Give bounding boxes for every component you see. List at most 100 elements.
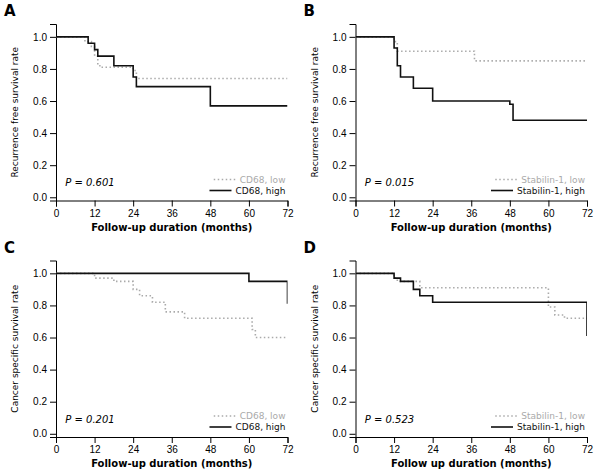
legend-swatch: [214, 415, 236, 417]
x-tick: 36: [167, 201, 179, 219]
y-tick: 0.2: [33, 396, 56, 407]
y-tick: 1.0: [33, 32, 56, 43]
x-tick-mark: [133, 437, 134, 443]
p-value: P = 0.523: [365, 414, 414, 425]
y-tick-label: 0.8: [333, 300, 347, 311]
y-tick-label: 0.4: [33, 364, 47, 375]
y-tick-label: 0.0: [333, 192, 347, 203]
legend-item: CD68, high: [209, 186, 285, 196]
x-axis-title: Follow-up duration (months): [91, 458, 252, 469]
x-tick-mark: [95, 437, 96, 443]
x-tick-label: 24: [128, 444, 140, 455]
p-value: P = 0.601: [65, 177, 114, 188]
x-tick-label: 48: [505, 444, 517, 455]
plot-area: [356, 37, 588, 120]
legend-item: CD68, low: [214, 411, 286, 421]
legend-label: Stabilin-1, high: [517, 186, 585, 196]
y-tick: 0.0: [33, 192, 56, 203]
x-axis: 0122436486072: [353, 437, 593, 455]
y-tick-label: 0.8: [33, 300, 47, 311]
legend-item: Stabilin-1, high: [491, 186, 585, 196]
x-tick: 48: [205, 201, 217, 219]
y-tick: 0.8: [33, 300, 56, 311]
y-tick: 0.4: [33, 364, 56, 375]
x-tick: 36: [466, 437, 478, 455]
x-tick-label: 72: [582, 444, 594, 455]
x-tick: 36: [466, 201, 478, 219]
legend-label: Stabilin-1, low: [521, 411, 585, 421]
x-tick-mark: [394, 437, 395, 443]
y-tick-mark: [50, 338, 56, 339]
x-tick-mark: [133, 201, 134, 207]
y-tick: 0.6: [33, 332, 56, 343]
plot-area: [56, 273, 288, 337]
x-tick-mark: [587, 437, 588, 443]
y-tick-mark: [350, 101, 356, 102]
y-tick-mark: [350, 370, 356, 371]
y-axis: 0.00.20.40.60.81.0: [333, 261, 356, 439]
x-tick-mark: [587, 201, 588, 207]
x-axis-title: Follow-up duration (months): [91, 222, 252, 233]
y-tick-mark: [50, 165, 56, 166]
y-tick-mark: [50, 197, 56, 198]
x-tick-mark: [249, 437, 250, 443]
y-tick-label: 0.4: [333, 364, 347, 375]
y-axis-line: [350, 261, 357, 438]
x-tick: 24: [428, 437, 440, 455]
x-tick: 0: [54, 437, 60, 455]
survival-line: [356, 273, 588, 318]
x-tick: 48: [505, 201, 517, 219]
p-value: P = 0.015: [365, 177, 414, 188]
x-tick-mark: [548, 201, 549, 207]
x-tick: 72: [282, 201, 294, 219]
x-axis: 0122436486072: [353, 201, 593, 219]
x-tick-mark: [548, 437, 549, 443]
y-axis: 0.00.20.40.60.81.0: [33, 25, 56, 203]
legend-item: CD68, low: [214, 175, 286, 185]
panel: 01224364860720.00.20.40.60.81.0CFollow-u…: [4, 239, 294, 470]
legend-swatch: [214, 179, 236, 181]
x-tick: 0: [353, 201, 359, 219]
y-tick: 0.8: [333, 64, 356, 75]
x-tick: 24: [428, 201, 440, 219]
x-tick-mark: [210, 201, 211, 207]
y-tick-mark: [350, 37, 356, 38]
survival-line: [356, 37, 588, 120]
x-tick: 0: [353, 437, 359, 455]
legend-swatch: [491, 190, 513, 192]
y-tick-label: 0.4: [333, 128, 347, 139]
y-tick: 0.4: [33, 128, 56, 139]
p-value: P = 0.201: [65, 414, 114, 425]
x-tick: 72: [582, 201, 594, 219]
y-tick-label: 0.8: [333, 64, 347, 75]
legend-label: CD68, low: [240, 411, 286, 421]
survival-line: [56, 273, 288, 303]
y-tick-mark: [50, 69, 56, 70]
y-tick: 0.8: [33, 64, 56, 75]
y-axis-title: Recurrence free survival rate: [10, 46, 20, 177]
y-axis: 0.00.20.40.60.81.0: [33, 261, 56, 439]
legend-swatch: [209, 426, 231, 428]
y-tick: 1.0: [333, 32, 356, 43]
x-tick-mark: [433, 437, 434, 443]
y-tick: 0.6: [333, 332, 356, 343]
y-tick-label: 0.2: [33, 160, 47, 171]
x-tick-label: 12: [90, 444, 102, 455]
y-tick: 0.6: [333, 96, 356, 107]
y-tick-mark: [350, 197, 356, 198]
legend-label: Stabilin-1, high: [517, 422, 585, 432]
legend-item: Stabilin-1, high: [491, 422, 585, 432]
y-tick-mark: [350, 273, 356, 274]
legend-item: Stabilin-1, low: [495, 411, 585, 421]
x-tick-mark: [172, 437, 173, 443]
x-tick-label: 12: [389, 208, 401, 219]
y-tick-mark: [350, 69, 356, 70]
y-tick-label: 1.0: [333, 268, 347, 279]
legend-label: CD68, high: [235, 186, 285, 196]
y-tick-mark: [50, 305, 56, 306]
legend-label: CD68, low: [240, 175, 286, 185]
x-tick: 48: [505, 437, 517, 455]
y-tick-mark: [50, 101, 56, 102]
y-tick-mark: [350, 434, 356, 435]
y-tick: 0.4: [333, 364, 356, 375]
